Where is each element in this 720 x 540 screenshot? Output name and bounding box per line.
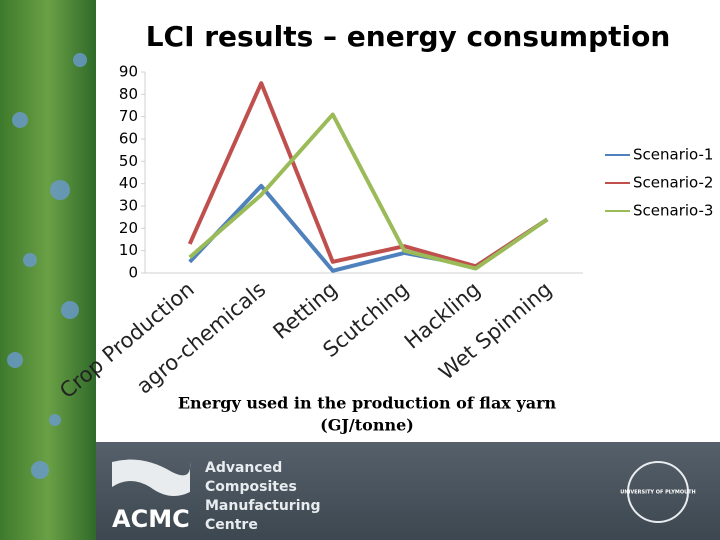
y-tick-label: 40 <box>119 174 138 192</box>
logo-line: Advanced <box>205 460 282 476</box>
university-seal <box>627 461 689 523</box>
flax-flowers <box>7 53 87 479</box>
y-tick-label: 20 <box>119 219 138 237</box>
logo-line: Composites <box>205 479 297 495</box>
x-axis-label: (GJ/tonne) <box>320 416 414 435</box>
y-tick-label: 30 <box>119 197 138 215</box>
y-tick-label: 50 <box>119 152 138 170</box>
series-line <box>188 112 549 271</box>
logo-line: Centre <box>205 517 258 533</box>
chart-title: LCI results – energy consumption <box>146 20 671 53</box>
legend-label: Scenario-1 <box>633 146 713 164</box>
y-tick-label: 10 <box>119 241 138 259</box>
footer-logo: ACMC Advanced Composites Manufacturing C… <box>112 459 696 533</box>
y-tick-label: 70 <box>119 107 138 125</box>
logo-text: ACMC <box>112 505 190 533</box>
y-tick-label: 80 <box>119 85 138 103</box>
y-tick-label: 60 <box>119 130 138 148</box>
y-tick-label: 90 <box>119 63 138 81</box>
flax-image <box>0 0 96 540</box>
legend-label: Scenario-3 <box>633 202 713 220</box>
footer-band <box>96 442 720 540</box>
logo-shape <box>112 459 191 496</box>
university-name: UNIVERSITY OF PLYMOUTH <box>620 490 695 496</box>
legend-label: Scenario-2 <box>633 174 713 192</box>
x-axis-label: Energy used in the production of flax ya… <box>178 394 557 413</box>
logo-line: Manufacturing <box>205 498 321 514</box>
y-tick-label: 0 <box>128 264 138 282</box>
